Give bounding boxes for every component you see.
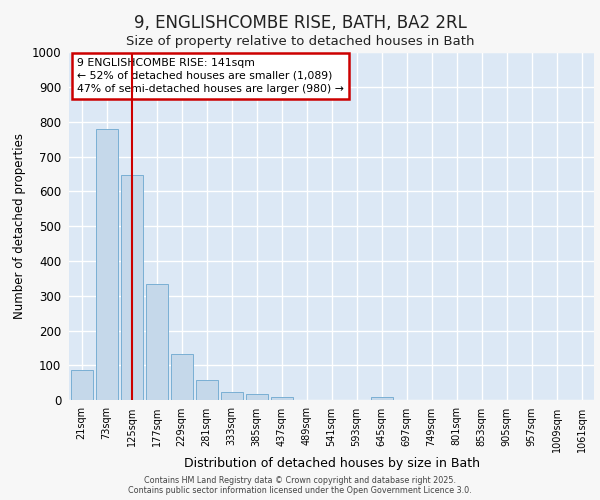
Bar [121,175,143,400]
Bar [196,380,218,400]
Bar [371,397,392,400]
Bar [271,397,293,400]
Y-axis label: Number of detached properties: Number of detached properties [13,133,26,320]
Text: 9 ENGLISHCOMBE RISE: 141sqm
← 52% of detached houses are smaller (1,089)
47% of : 9 ENGLISHCOMBE RISE: 141sqm ← 52% of det… [77,58,344,94]
X-axis label: Distribution of detached houses by size in Bath: Distribution of detached houses by size … [184,457,479,470]
Text: Contains HM Land Registry data © Crown copyright and database right 2025.
Contai: Contains HM Land Registry data © Crown c… [128,476,472,495]
Text: 9, ENGLISHCOMBE RISE, BATH, BA2 2RL: 9, ENGLISHCOMBE RISE, BATH, BA2 2RL [134,14,466,32]
Bar [170,354,193,400]
Text: Size of property relative to detached houses in Bath: Size of property relative to detached ho… [126,35,474,48]
Bar [95,129,118,400]
Bar [71,370,92,400]
Bar [146,284,167,400]
Bar [221,392,242,400]
Bar [245,394,268,400]
